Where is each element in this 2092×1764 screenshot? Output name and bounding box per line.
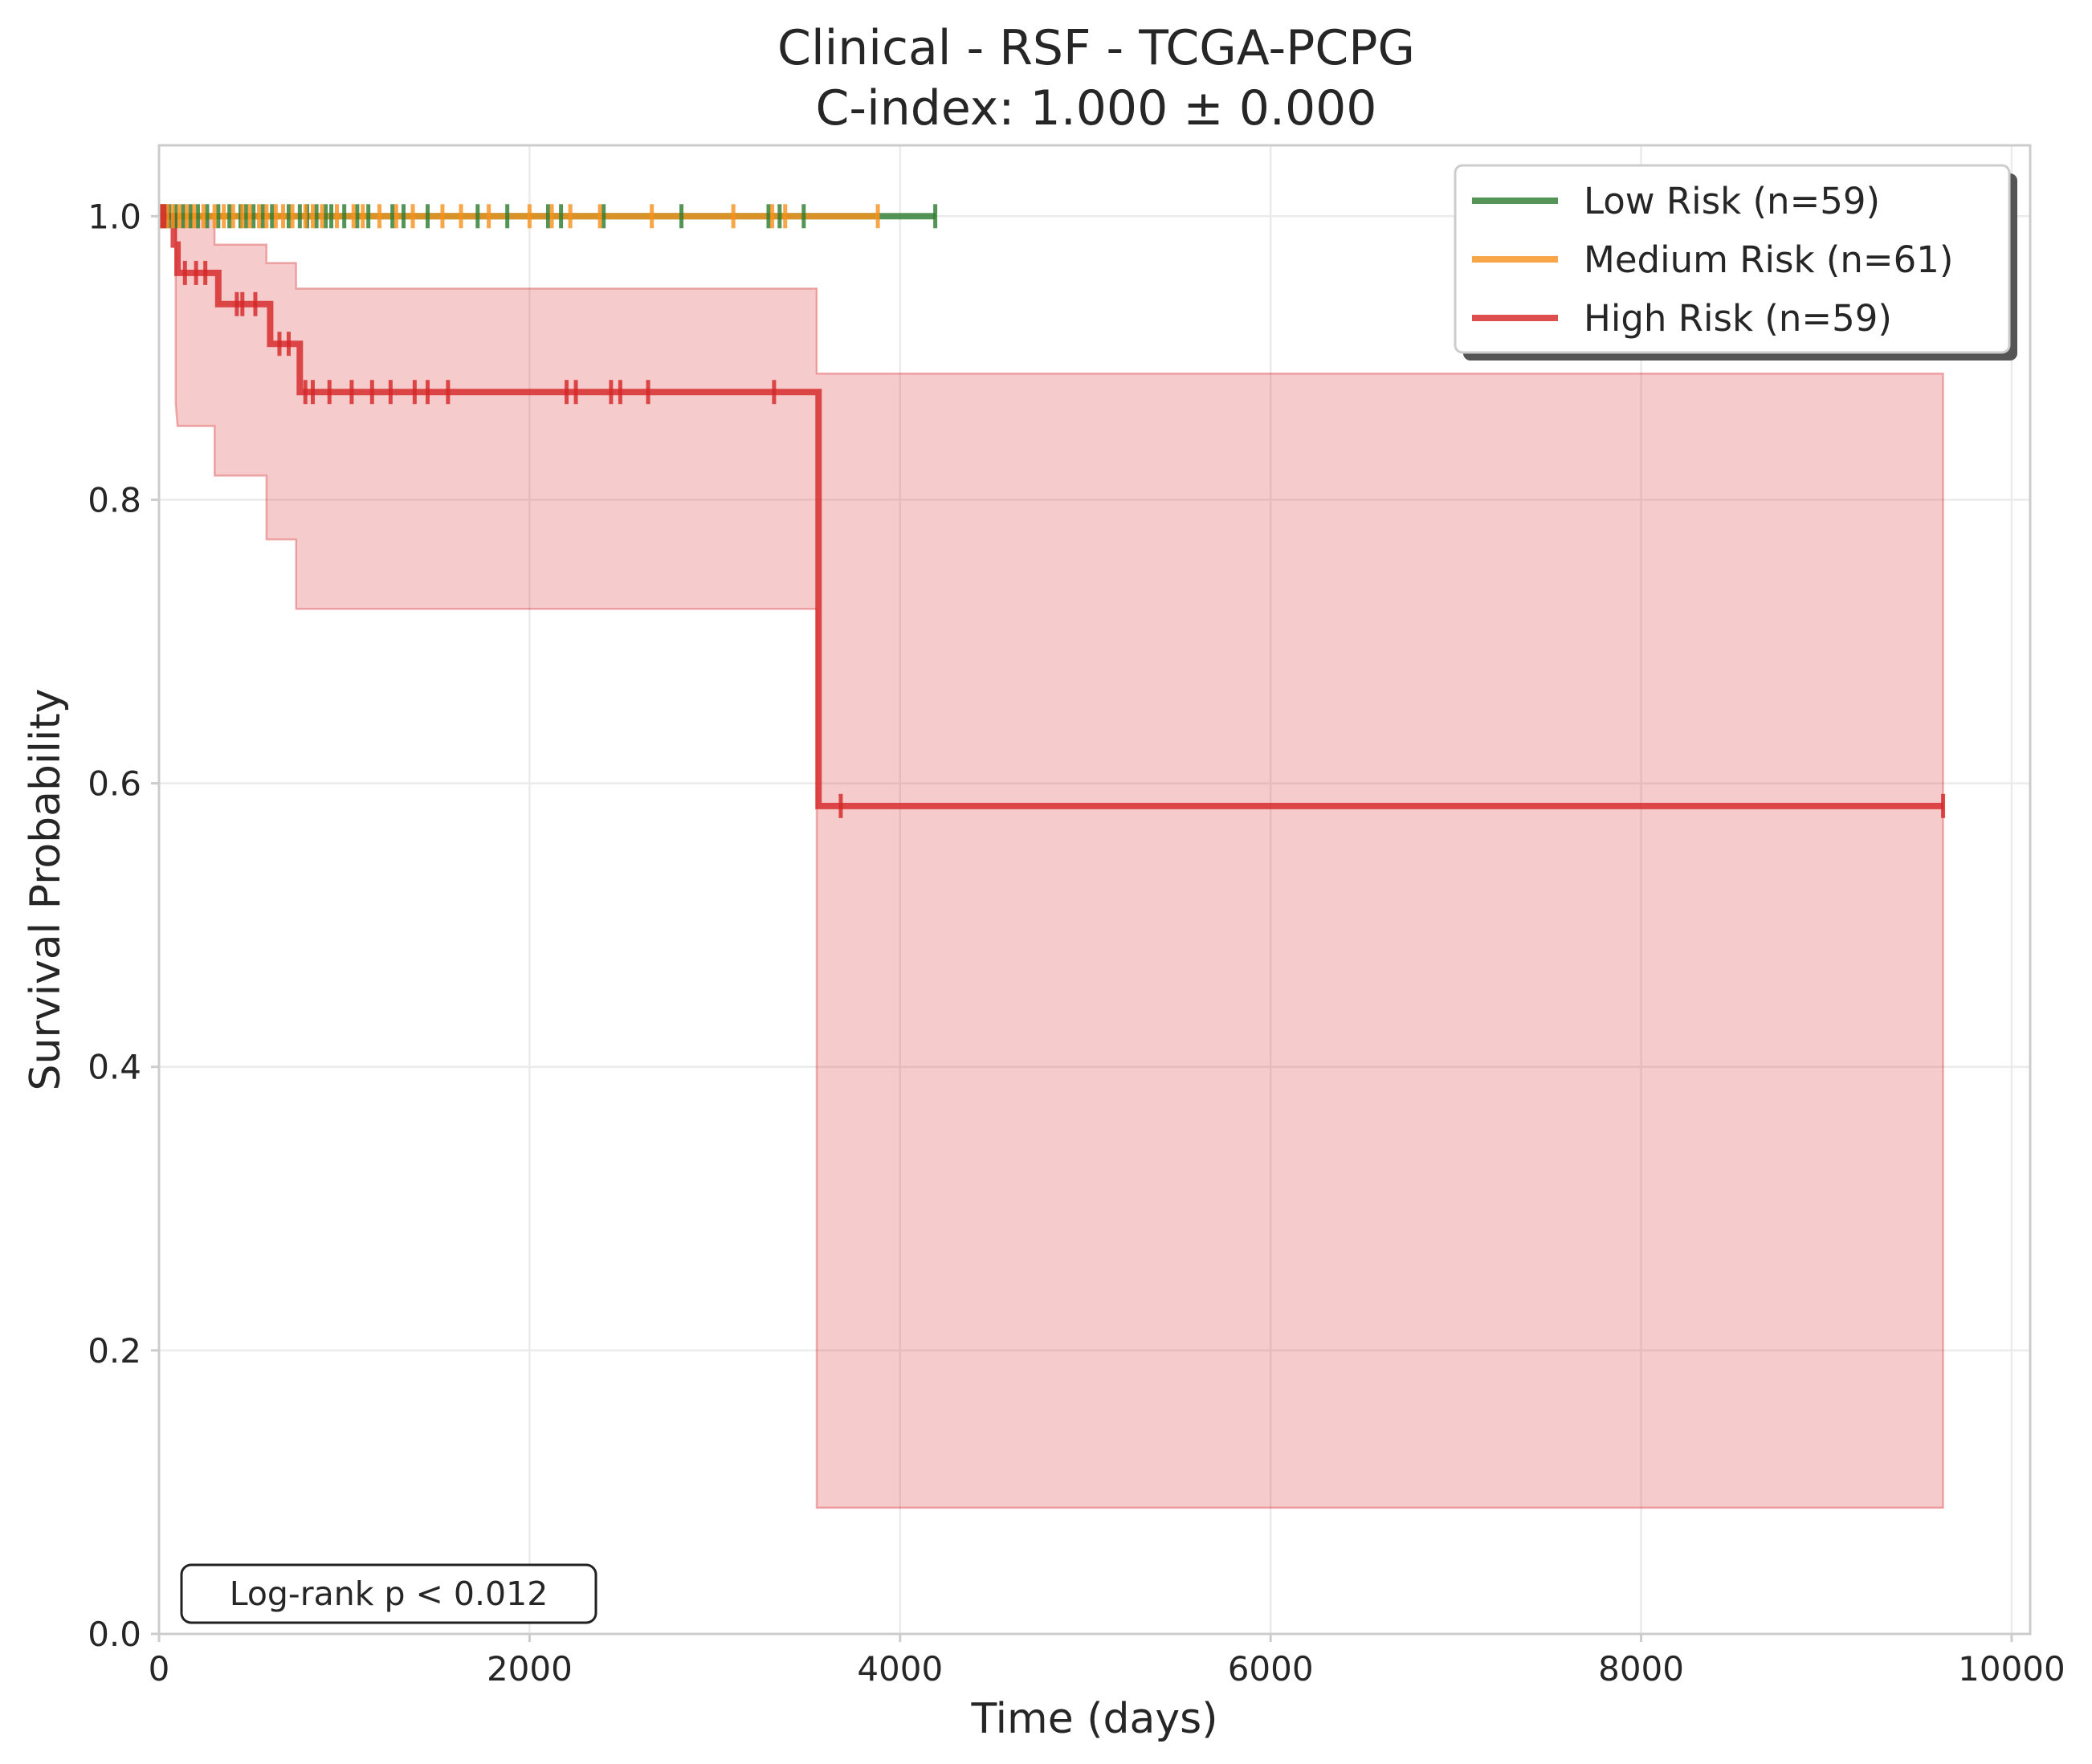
censor-marks — [158, 204, 1946, 818]
confidence-bands — [174, 215, 1944, 1509]
x-tick-label: 8000 — [1598, 1649, 1684, 1689]
x-tick-label: 4000 — [857, 1649, 943, 1689]
y-tick-label: 0.2 — [88, 1331, 141, 1371]
y-axis-label: Survival Probability — [22, 688, 70, 1090]
y-axis-ticks: 0.0 0.2 0.4 0.6 0.8 1.0 — [88, 197, 159, 1654]
ci-band-high-risk-n-59 — [174, 215, 1944, 1509]
y-tick-label: 0.0 — [88, 1615, 141, 1654]
y-tick-label: 0.4 — [88, 1048, 141, 1087]
legend-label: Medium Risk (n=61) — [1584, 238, 1953, 281]
x-axis-ticks: 0 2000 4000 6000 8000 10000 — [149, 1634, 2065, 1689]
x-axis-label: Time (days) — [970, 1695, 1217, 1743]
y-tick-label: 0.6 — [88, 764, 141, 804]
x-tick-label: 2000 — [487, 1649, 573, 1689]
y-tick-label: 1.0 — [88, 197, 141, 236]
x-tick-label: 10000 — [1958, 1649, 2065, 1689]
grid-lines — [157, 145, 2030, 1636]
legend: Low Risk (n=59) Medium Risk (n=61) High Ri… — [1454, 164, 2017, 361]
chart-title-line1: Clinical - RSF - TCGA-PCPG — [777, 20, 1415, 76]
logrank-annotation: Log-rank p < 0.012 — [180, 1563, 597, 1624]
y-tick-label: 0.8 — [88, 480, 141, 519]
chart-title-line2: C-index: 1.000 ± 0.000 — [816, 80, 1377, 136]
plot-area-frame — [157, 144, 2032, 1636]
legend-box — [1454, 164, 2011, 354]
logrank-text: Log-rank p < 0.012 — [230, 1575, 548, 1613]
legend-label: High Risk (n=59) — [1584, 297, 1892, 340]
logrank-box — [180, 1563, 597, 1624]
x-tick-label: 6000 — [1228, 1649, 1314, 1689]
x-tick-label: 0 — [149, 1649, 170, 1689]
legend-label: Low Risk (n=59) — [1584, 180, 1880, 222]
